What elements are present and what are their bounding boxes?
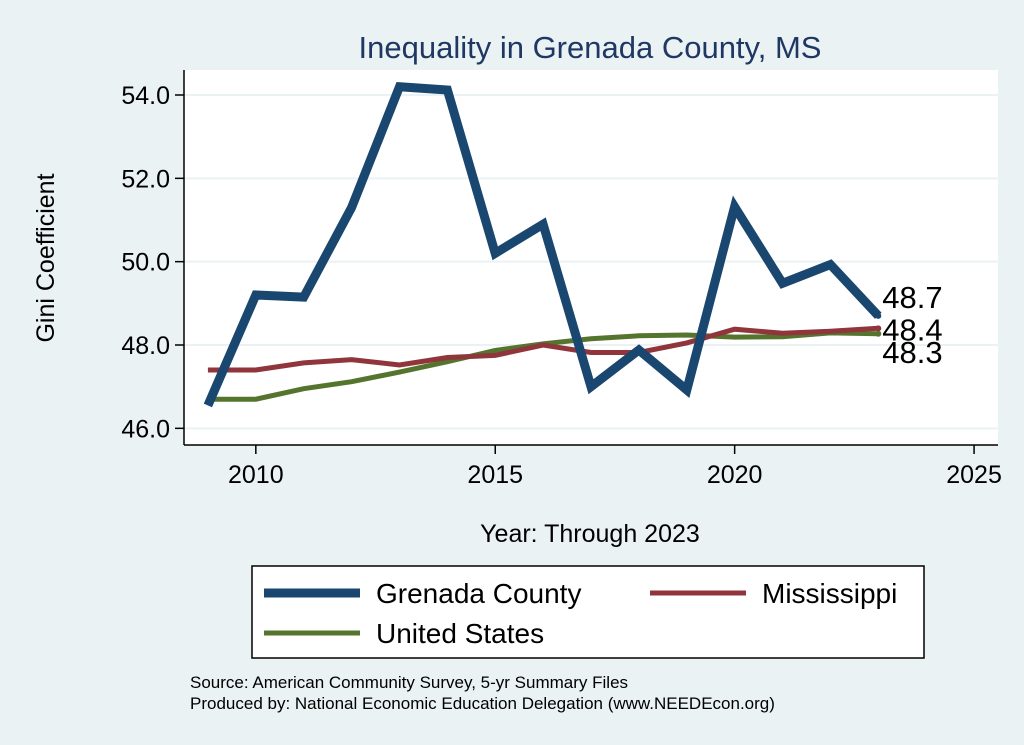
series-line-grenada-county (203, 81, 882, 408)
y-tick-label: 48.0 (121, 332, 170, 360)
series-lines (203, 81, 882, 408)
legend-label-mississippi: Mississippi (762, 578, 897, 609)
axes: 46.0 48.0 50.0 52.0 54.0 2010 2015 2020 2025 (121, 70, 1002, 489)
end-labels: 48.748.448.3 (882, 280, 942, 370)
legend-label-grenada-county: Grenada County (376, 578, 581, 609)
produced-by-note: Produced by: National Economic Education… (190, 694, 775, 713)
end-label-mississippi: 48.4 (882, 312, 942, 347)
series-end-point (875, 330, 882, 337)
y-tick-label: 46.0 (121, 415, 170, 443)
y-tick-label: 52.0 (121, 165, 170, 193)
legend-label-united-states: United States (376, 618, 544, 649)
end-label-grenada-county: 48.7 (882, 280, 942, 315)
x-tick-label: 2025 (946, 461, 1002, 489)
series-line-mississippi (207, 325, 879, 373)
y-tick-label: 54.0 (121, 82, 170, 110)
series-end-point (875, 325, 882, 332)
legend-box (251, 565, 925, 659)
y-tick-label: 50.0 (121, 249, 170, 277)
legend: Grenada County Mississippi United States (251, 565, 925, 659)
x-tick-label: 2015 (467, 461, 523, 489)
y-axis-title: Gini Coefficient (32, 173, 60, 342)
end-label-united-states: 48.3 (882, 335, 942, 370)
x-tick-label: 2010 (228, 461, 284, 489)
x-axis-title: Year: Through 2023 (480, 520, 700, 548)
x-tick-label: 2020 (707, 461, 763, 489)
source-note: Source: American Community Survey, 5-yr … (190, 673, 628, 692)
series-end-point (875, 312, 882, 319)
chart-title: Inequality in Grenada County, MS (359, 30, 822, 65)
